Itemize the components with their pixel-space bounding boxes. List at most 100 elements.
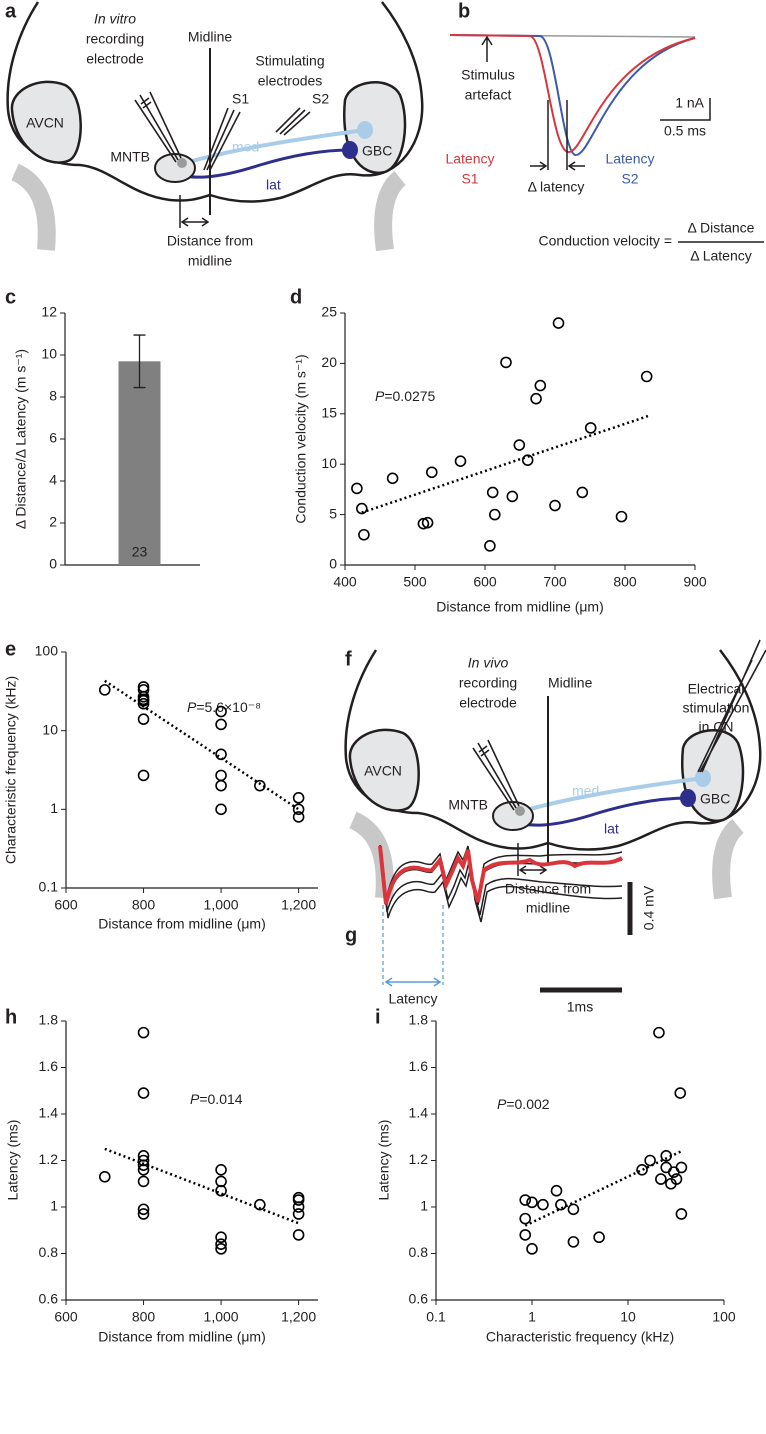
x-axis-label: Distance from midline (μm) <box>98 1329 266 1345</box>
y-tick-label: 1.2 <box>39 1151 59 1167</box>
y-tick-label: 100 <box>35 643 59 659</box>
sweep <box>381 857 623 923</box>
panel-label: d <box>290 286 302 308</box>
point <box>137 1203 150 1216</box>
point <box>137 1087 150 1099</box>
x-tick-label: 800 <box>613 574 637 590</box>
x-tick-label: 1,200 <box>281 1309 316 1325</box>
point <box>675 1161 688 1174</box>
x-axis-label: Distance from midline (μm) <box>98 916 266 932</box>
label: recording <box>86 31 144 47</box>
point <box>137 1159 150 1171</box>
point <box>98 684 111 696</box>
y-tick-label: 1 <box>50 1198 58 1214</box>
label: electrode <box>86 51 144 67</box>
point <box>421 516 434 529</box>
x-tick-label: 1,200 <box>281 897 316 913</box>
label: 0.4 mV <box>641 885 657 930</box>
point <box>215 1238 227 1250</box>
scale-bar <box>660 98 711 121</box>
label: In vitro <box>94 11 136 27</box>
label: artefact <box>465 87 512 103</box>
bar-label: 23 <box>132 544 148 560</box>
point <box>215 1164 227 1176</box>
y-tick-label: 2 <box>49 514 57 530</box>
x-tick-label: 1,000 <box>204 897 239 913</box>
point <box>137 1208 150 1220</box>
point <box>655 1173 667 1185</box>
point <box>488 508 501 521</box>
trend-line <box>104 679 300 811</box>
x-tick-label: 500 <box>403 574 427 590</box>
y-tick-label: 25 <box>321 304 337 320</box>
point <box>292 803 305 816</box>
label: Midline <box>188 29 233 45</box>
annotation: P=0.0275 <box>375 388 436 404</box>
panel-label: g <box>345 924 357 946</box>
label: Electrical <box>688 681 745 697</box>
x-tick-label: 600 <box>54 897 78 913</box>
annotation-symbol: P <box>190 1091 200 1107</box>
label: Stimulus <box>461 67 515 83</box>
annotation-text: =0.0275 <box>384 388 435 404</box>
label: Δ Distance <box>688 220 755 236</box>
y-tick-label: 6 <box>49 430 57 446</box>
point <box>644 1154 656 1167</box>
stimulating-electrode-s1 <box>203 107 241 171</box>
point <box>215 705 227 718</box>
point <box>526 1243 538 1255</box>
point <box>486 486 499 499</box>
label: GBC <box>700 791 730 807</box>
label: 0.5 ms <box>664 123 706 139</box>
trace-s2 <box>449 34 696 156</box>
point <box>530 392 542 405</box>
x-tick-label: 700 <box>543 574 567 590</box>
x-tick-label: 800 <box>132 1309 156 1325</box>
annotation-symbol: P <box>187 699 197 715</box>
y-tick-label: 0.1 <box>39 879 59 895</box>
y-tick-label: 5 <box>329 505 337 521</box>
y-tick-label: 0 <box>49 556 57 572</box>
point <box>674 1087 687 1099</box>
x-tick-label: 100 <box>712 1309 736 1325</box>
point <box>215 748 227 761</box>
panel-label: b <box>458 0 470 22</box>
point <box>292 811 305 823</box>
label: recording <box>459 675 517 691</box>
label: Conduction velocity = <box>539 233 672 249</box>
label: electrode <box>459 695 517 711</box>
label: 1ms <box>567 999 593 1015</box>
point <box>98 1170 111 1183</box>
x-tick-label: 1,000 <box>204 1309 239 1325</box>
point <box>567 1236 580 1248</box>
label: midline <box>188 253 233 269</box>
point <box>576 486 589 499</box>
label: med <box>572 783 599 799</box>
y-tick-label: 0.6 <box>39 1291 59 1307</box>
point <box>519 1212 532 1225</box>
point <box>215 769 227 782</box>
y-tick-label: 1 <box>50 800 58 816</box>
x-tick-label: 1 <box>528 1309 536 1325</box>
point <box>506 490 519 503</box>
point <box>584 422 597 434</box>
y-axis-label: Latency (ms) <box>376 1120 392 1201</box>
x-tick-label: 0.1 <box>426 1309 446 1325</box>
y-tick-label: 10 <box>321 455 337 471</box>
point <box>215 803 227 816</box>
annotation-symbol: P <box>375 388 385 404</box>
annotation-symbol: P <box>497 1096 507 1112</box>
point <box>519 1229 532 1241</box>
label: MNTB <box>110 149 150 165</box>
point <box>521 454 534 466</box>
point <box>593 1231 605 1244</box>
point <box>137 1026 150 1039</box>
y-axis-label: Conduction velocity (m s⁻¹) <box>293 354 309 523</box>
point <box>484 540 496 552</box>
annotation: P=0.014 <box>190 1091 243 1107</box>
y-tick-label: 1.2 <box>409 1151 429 1167</box>
point <box>292 1229 305 1241</box>
point <box>550 1184 563 1197</box>
